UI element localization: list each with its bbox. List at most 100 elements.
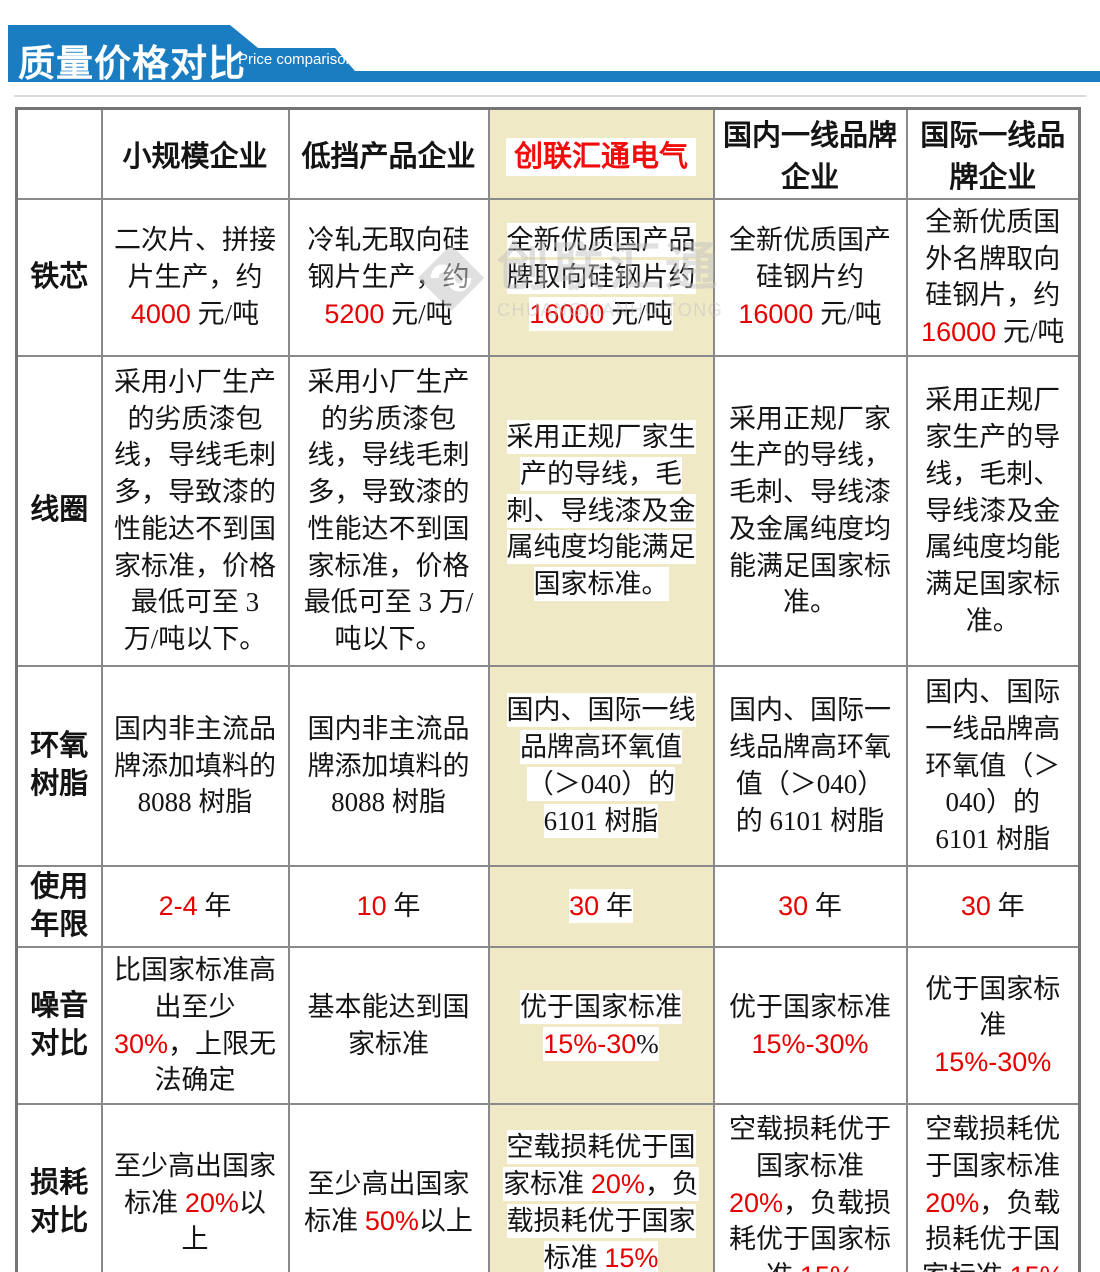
cell-text: 全新优质国产硅钢片约 [729,225,891,293]
table-cell: 国内非主流品牌添加填料的 8088 树脂 [100,664,290,867]
cell-text: 元/吨 [813,298,882,329]
brand-column-label: 创联汇通电气 [505,138,696,176]
divider [14,95,1086,97]
page-title: 质量价格对比 [18,43,246,84]
cell-text: 年 [599,889,633,924]
cell-text: 国内非主流品牌添加填料的 8088 树脂 [307,713,470,818]
cell-text: 全新优质国外名牌取向硅钢片，约 [925,207,1061,311]
emphasis-value: 15% [800,1261,854,1272]
table-cell: 采用正规厂家生产的导线，毛刺、导线漆及金属纯度均能满足国家标准。 [905,354,1081,667]
cell-text: 以上 [418,1205,473,1236]
emphasis-value: 30% [113,1028,169,1059]
cell-text: 元/吨 [190,298,260,329]
cell-text: 比国家标准高出至少 [114,955,276,1022]
emphasis-value: 50% [364,1205,419,1236]
cell-text: 国内、国际一线品牌高环氧值（＞040）的 6101 树脂 [925,677,1061,854]
row-header: 损耗对比 [15,1103,103,1272]
column-header: 国内一线品牌企业 [712,107,908,200]
row-header: 使用年限 [15,864,103,949]
row-header: 线圈 [15,354,103,667]
table-cell: 国内、国际一线品牌高环氧值（＞040）的 6101 树脂 [712,664,908,867]
cell-text: 空载损耗优于国家标准 [925,1114,1061,1181]
comparison-table: 小规模企业 低挡产品企业 创联汇通电气 国内一线品牌企业 国际一线品牌企业 铁芯 二次片、… [15,107,1081,1272]
emphasis-value: 15%-30% [751,1028,869,1059]
table-row: 使用年限 2-4 年 10 年 30 年 30 年 30 年 [15,864,1081,949]
table-cell: 优于国家标准 15%-30% [712,946,908,1106]
table-cell: 优于国家标准 15%-30% [487,946,715,1106]
table-body: 铁芯 二次片、拼接片生产，约 4000 元/吨 冷轧无取向硅钢片生产，约 5200 … [15,198,1081,1272]
table-cell: 优于国家标准 15%-30% [905,946,1081,1106]
cell-text: ，负载损耗优于国家标准 [922,1187,1061,1272]
cell-text: 至少高出国家标准 [304,1169,470,1236]
table-cell: 全新优质国产硅钢片约 16000 元/吨 [712,198,908,357]
emphasis-value: 20% [925,1187,980,1218]
table-cell: 全新优质国外名牌取向硅钢片，约 16000 元/吨 [905,198,1081,357]
cell-text: 采用小厂生产的劣质漆包线，导线毛刺多，导致漆的性能达不到国家标准，价格最低可至 … [114,367,276,655]
table-cell: 空载损耗优于国家标准 20%，负载损耗优于国家标准 15% [487,1103,715,1272]
table-row: 环氧树脂 国内非主流品牌添加填料的 8088 树脂 国内非主流品牌添加填料的 808… [15,664,1081,867]
emphasis-value: 20% [728,1187,784,1218]
cell-text: 全新优质国产品牌取向硅钢片约 [506,223,696,295]
cell-text: 基本能达到国家标准 [307,991,470,1059]
cell-text: 国内非主流品牌添加填料的 8088 树脂 [114,713,276,818]
table-cell: 采用正规厂家生产的导线，毛刺、导线漆及金属纯度均能满足国家标准。 [487,354,715,667]
cell-text: 元/吨 [996,317,1065,348]
column-header: 低挡产品企业 [287,107,490,200]
table-cell: 30 年 [905,864,1081,949]
table-cell: 30 年 [712,864,908,949]
cell-text: 采用正规厂家生产的导线，毛刺、导线漆及金属纯度均能满足国家标准。 [925,385,1061,636]
table-cell: 采用小厂生产的劣质漆包线，导线毛刺多，导致漆的性能达不到国家标准，价格最低可至 … [100,354,290,667]
table-cell: 2-4 年 [100,864,290,949]
table-cell: 全新优质国产品牌取向硅钢片约 16000 元/吨 [487,198,715,357]
column-header: 国际一线品牌企业 [905,107,1081,200]
emphasis-value: 5200 [324,298,385,329]
table-cell: 采用小厂生产的劣质漆包线，导线毛刺多，导致漆的性能达不到国家标准，价格最低可至 … [287,354,490,667]
page-subtitle: Price comparison [238,51,354,68]
cell-text: 优于国家标准 [520,989,682,1024]
cell-text: 以上 [181,1187,266,1255]
row-header: 环氧树脂 [15,664,103,867]
emphasis-value: 15%-30% [934,1047,1052,1078]
table-cell: 至少高出国家标准 50%以上 [287,1103,490,1272]
cell-text: 二次片、拼接片生产，约 [114,225,276,293]
table-cell: 10 年 [287,864,490,949]
emphasis-value: 30 [778,891,809,922]
cell-text: % [636,1026,659,1061]
cell-text: 国内、国际一线品牌高环氧值（＞040）的 6101 树脂 [506,693,696,838]
emphasis-value: 30 [569,889,600,924]
table-cell: 冷轧无取向硅钢片生产，约 5200 元/吨 [287,198,490,357]
cell-text: 空载损耗优于国家标准 [729,1114,891,1181]
emphasis-value: 16000 [738,298,814,329]
cell-text: 年 [386,891,421,922]
cell-text: 优于国家标准 [729,991,891,1022]
emphasis-value: 16000 [921,317,997,348]
cell-text: 国内、国际一线品牌高环氧值（＞040）的 6101 树脂 [729,695,891,836]
emphasis-value: 20% [184,1187,239,1218]
cell-text: 优于国家标准 [925,973,1061,1041]
emphasis-value: 30 [960,891,991,922]
table-cell: 空载损耗优于国家标准 20%，负载损耗优于国家标准 15% [712,1103,908,1272]
table-cell: 采用正规厂家生产的导线，毛刺、导线漆及金属纯度均能满足国家标准。 [712,354,908,667]
cell-text: 采用正规厂家生产的导线，毛刺、导线漆及金属纯度均能满足国家标准。 [506,420,696,601]
table-cell: 二次片、拼接片生产，约 4000 元/吨 [100,198,290,357]
table-cell: 国内、国际一线品牌高环氧值（＞040）的 6101 树脂 [487,664,715,867]
cell-text: 元/吨 [604,296,673,331]
table-cell: 国内、国际一线品牌高环氧值（＞040）的 6101 树脂 [905,664,1081,867]
corner-cell [15,107,103,200]
table-row: 铁芯 二次片、拼接片生产，约 4000 元/吨 冷轧无取向硅钢片生产，约 5200 … [15,198,1081,357]
table-header-row: 小规模企业 低挡产品企业 创联汇通电气 国内一线品牌企业 国际一线品牌企业 [15,107,1081,200]
emphasis-value: 15% [604,1240,659,1272]
cell-text: 年 [808,891,842,922]
cell-text: ，上限无法确定 [154,1028,277,1096]
table-row: 损耗对比 至少高出国家标准 20%以上 至少高出国家标准 50%以上 空载损耗优于国家… [15,1103,1081,1272]
emphasis-value: 15%-30 [543,1026,637,1061]
table-cell: 30 年 [487,864,715,949]
table-cell: 至少高出国家标准 20%以上 [100,1103,290,1272]
table-row: 线圈 采用小厂生产的劣质漆包线，导线毛刺多，导致漆的性能达不到国家标准，价格最低可… [15,354,1081,667]
column-header: 创联汇通电气 [487,107,715,200]
table-cell: 空载损耗优于国家标准 20%，负载损耗优于国家标准 15% [905,1103,1081,1272]
table-cell: 基本能达到国家标准 [287,946,490,1106]
cell-text: ，负载损耗优于国家标准 [729,1187,892,1272]
emphasis-value: 10 [356,891,387,922]
cell-text: 元/吨 [384,298,453,329]
